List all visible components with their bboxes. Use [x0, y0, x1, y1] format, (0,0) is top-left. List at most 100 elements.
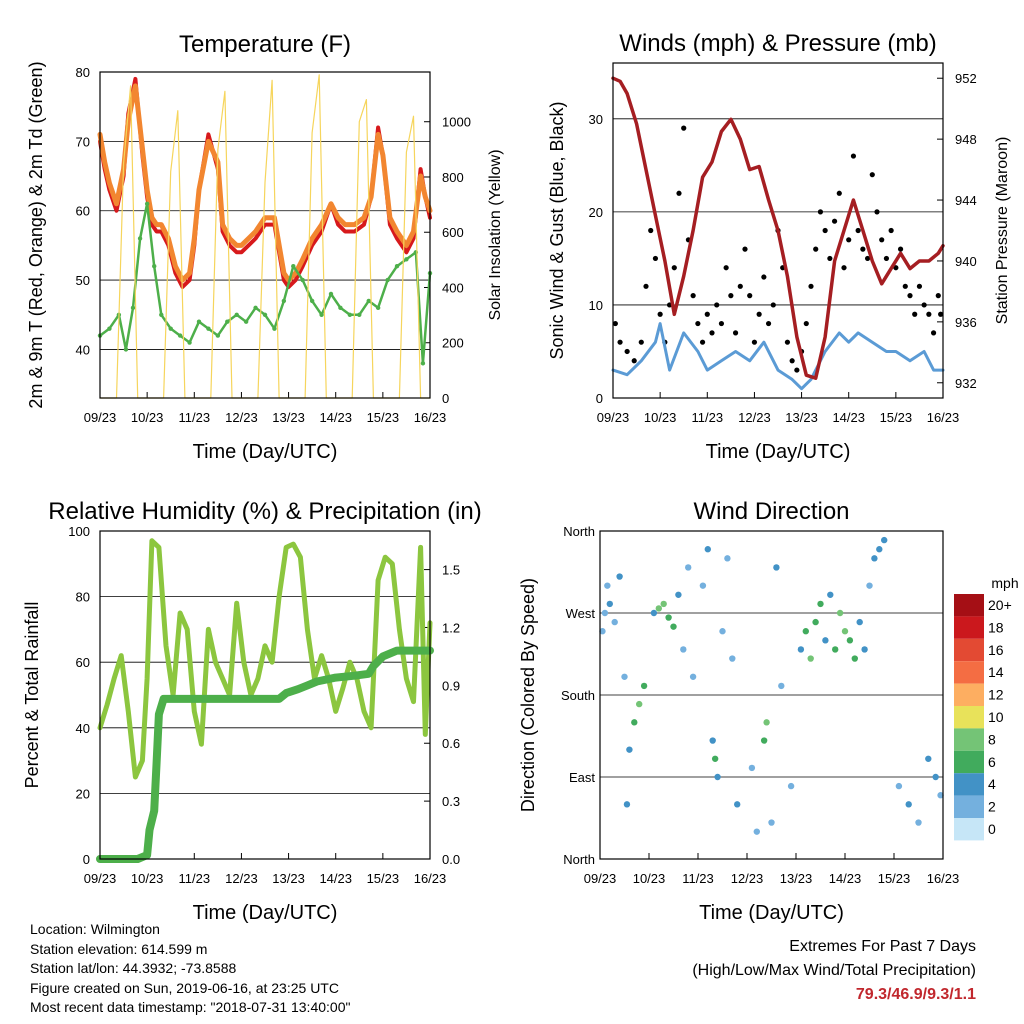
chart-title: Relative Humidity (%) & Precipitation (i… — [48, 498, 481, 525]
timestamp-text: Most recent data timestamp: "2018-07-31 … — [30, 999, 351, 1015]
direction-point — [905, 801, 912, 808]
y2-tick-label: 200 — [442, 336, 464, 351]
gust-point — [926, 311, 932, 317]
direction-point — [753, 828, 760, 835]
direction-point — [802, 628, 809, 635]
chart-title: Wind Direction — [693, 498, 849, 525]
legend-label: 0 — [988, 821, 996, 837]
elevation-text: Station elevation: 614.599 m — [30, 940, 208, 957]
direction-point — [915, 819, 922, 826]
direction-point — [670, 623, 677, 630]
gust-point — [907, 293, 913, 299]
direction-point — [768, 819, 775, 826]
direction-point — [937, 792, 944, 799]
gust-point — [930, 330, 937, 336]
direction-point — [655, 605, 662, 612]
extremes-values: 79.3/46.9/9.3/1.1 — [855, 986, 976, 1003]
temp-9m-line — [97, 83, 433, 283]
gust-point — [827, 255, 833, 262]
x-tick-label: 16/23 — [414, 871, 447, 886]
legend-swatch — [954, 795, 984, 818]
y-axis-label: Percent & Total Rainfall — [22, 602, 42, 789]
x-tick-label: 15/23 — [880, 410, 913, 425]
x-tick-label: 10/23 — [131, 410, 164, 425]
gust-point — [612, 320, 618, 327]
gust-point — [869, 172, 875, 178]
gust-point — [714, 302, 720, 308]
direction-point — [807, 655, 814, 662]
direction-point — [699, 582, 707, 589]
legend-label: 4 — [988, 776, 996, 792]
x-tick-label: 12/23 — [225, 410, 258, 425]
x-tick-label: 10/23 — [633, 871, 666, 886]
gust-point — [742, 246, 748, 252]
direction-point — [871, 555, 878, 562]
direction-point — [932, 773, 939, 781]
direction-point — [881, 536, 888, 544]
x-tick-label: 12/23 — [738, 410, 771, 425]
gust-point — [756, 311, 762, 317]
legend-label: 12 — [988, 687, 1004, 703]
x-axis-label: Time (Day/UTC) — [699, 902, 844, 924]
y-axis-label: Sonic Wind & Gust (Blue, Black) — [547, 101, 567, 359]
y-tick-label: 30 — [589, 112, 603, 127]
direction-point — [763, 719, 770, 726]
legend-swatch — [954, 818, 984, 841]
legend-swatch — [954, 594, 984, 617]
location-text: Location: Wilmington — [30, 921, 160, 937]
direction-point — [636, 700, 643, 708]
station-info: Location: Wilmington Station elevation: … — [30, 920, 350, 1018]
panel-2: Winds (mph) & Pressure (mb) Time (Day/UTC… — [547, 30, 1011, 463]
gust-point — [643, 283, 649, 289]
direction-point — [748, 764, 756, 772]
direction-point — [650, 609, 658, 617]
gust-point — [938, 311, 944, 317]
y2-tick-label: 940 — [955, 254, 977, 269]
direction-point — [604, 582, 611, 589]
y-tick-label: 80 — [76, 65, 90, 80]
direction-point — [601, 609, 609, 617]
x-tick-label: 10/23 — [131, 871, 164, 886]
rainfall-line — [96, 646, 434, 863]
y-tick-label: 0 — [596, 391, 603, 406]
x-tick-label: 15/23 — [367, 410, 400, 425]
y-tick-label: North — [563, 524, 595, 539]
legend-label: 16 — [988, 642, 1004, 658]
x-tick-label: 16/23 — [927, 871, 960, 886]
direction-point — [822, 637, 829, 644]
gust-point — [617, 339, 623, 345]
gust-point — [723, 265, 729, 271]
gust-point — [808, 283, 814, 289]
gust-point — [912, 311, 918, 317]
legend-swatch — [954, 728, 984, 751]
y2-tick-label: 936 — [955, 315, 977, 330]
direction-point — [660, 600, 667, 608]
gust-point — [765, 320, 772, 327]
x-tick-label: 13/23 — [785, 410, 818, 425]
x-axis-label: Time (Day/UTC) — [193, 902, 338, 924]
gust-point — [676, 190, 682, 196]
panel-3: Relative Humidity (%) & Precipitation (i… — [22, 498, 482, 924]
direction-point — [711, 755, 719, 762]
y-tick-label: 70 — [76, 134, 90, 149]
direction-point — [626, 746, 633, 753]
chart-title: Temperature (F) — [179, 31, 351, 58]
gust-point — [681, 125, 687, 131]
gust-point — [709, 330, 715, 336]
y-tick-label: 60 — [76, 655, 90, 670]
extremes-title: Extremes For Past 7 Days — [789, 938, 976, 955]
y-tick-label: 20 — [589, 205, 603, 220]
direction-point — [827, 591, 834, 598]
y2-axis-label: Station Pressure (Maroon) — [994, 137, 1011, 325]
legend-label: 10 — [988, 709, 1004, 725]
y-tick-label: 10 — [589, 298, 603, 313]
direction-point — [817, 600, 824, 608]
y2-tick-label: 948 — [955, 132, 977, 147]
direction-point — [729, 655, 736, 662]
direction-point — [812, 618, 819, 626]
gust-point — [841, 265, 847, 271]
direction-point — [621, 673, 628, 680]
y-tick-label: South — [561, 688, 595, 703]
y2-tick-label: 1000 — [442, 115, 471, 130]
